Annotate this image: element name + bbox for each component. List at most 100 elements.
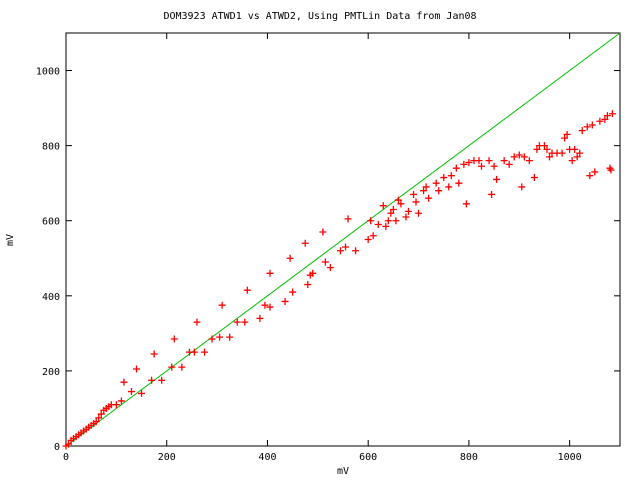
- data-point: [447, 172, 455, 180]
- data-point: [369, 232, 377, 240]
- data-point: [607, 166, 615, 174]
- data-point: [432, 179, 440, 187]
- data-point: [478, 162, 485, 170]
- axis-ticks: 0 200 400 600 800 1000 0 200 400 600 800 1000: [36, 33, 620, 463]
- data-point: [281, 297, 289, 305]
- data-point: [301, 239, 309, 247]
- data-point: [193, 318, 201, 326]
- data-point: [510, 153, 518, 161]
- y-axis-label: mV: [5, 234, 16, 246]
- data-point: [112, 401, 120, 409]
- data-point: [266, 269, 274, 277]
- y-tick-label: 600: [42, 217, 60, 228]
- data-point: [397, 200, 405, 208]
- data-point: [342, 243, 350, 251]
- data-point: [608, 110, 616, 118]
- data-point: [558, 149, 566, 157]
- data-point: [138, 389, 146, 397]
- data-point: [422, 183, 430, 191]
- data-point: [505, 160, 513, 168]
- data-point: [387, 209, 395, 217]
- data-point: [518, 183, 526, 191]
- data-point: [394, 196, 402, 204]
- data-point: [168, 363, 176, 371]
- data-point: [445, 183, 453, 191]
- data-point: [561, 134, 569, 142]
- data-point: [65, 440, 73, 448]
- y-tick-label: 0: [54, 442, 60, 453]
- data-point: [256, 314, 264, 322]
- data-point: [374, 220, 382, 228]
- x-tick-label: 1000: [558, 452, 582, 463]
- data-point: [384, 217, 392, 225]
- y-tick-label: 800: [42, 142, 60, 153]
- data-point: [440, 174, 448, 182]
- data-point: [603, 112, 611, 120]
- data-point: [352, 247, 360, 255]
- data-point: [178, 363, 186, 371]
- data-point: [586, 172, 594, 180]
- data-point: [170, 335, 178, 343]
- data-point: [578, 127, 586, 135]
- data-point: [218, 301, 226, 309]
- data-point: [95, 414, 103, 422]
- data-point: [588, 121, 596, 129]
- data-point: [133, 365, 141, 373]
- data-point: [304, 281, 312, 289]
- data-point: [241, 318, 249, 326]
- data-point: [233, 318, 241, 326]
- data-point: [286, 254, 294, 262]
- data-point: [216, 333, 224, 341]
- data-point: [493, 175, 501, 183]
- data-point: [455, 179, 463, 187]
- y-tick-label: 200: [42, 367, 60, 378]
- x-tick-label: 200: [158, 452, 176, 463]
- chart-title: DOM3923 ATWD1 vs ATWD2, Using PMTLin Dat…: [163, 11, 476, 22]
- x-tick-label: 800: [460, 452, 478, 463]
- data-point: [367, 217, 375, 225]
- data-point: [420, 187, 428, 195]
- data-point: [117, 397, 125, 405]
- data-point: [392, 217, 400, 225]
- data-point: [596, 117, 604, 125]
- data-point: [190, 348, 198, 356]
- data-point: [389, 205, 397, 213]
- data-point: [520, 153, 528, 161]
- data-point: [530, 174, 538, 182]
- data-point: [148, 376, 156, 384]
- data-point: [344, 215, 352, 223]
- y-tick-label: 400: [42, 292, 60, 303]
- data-point: [326, 264, 334, 272]
- x-tick-label: 400: [258, 452, 276, 463]
- data-point: [379, 202, 387, 210]
- data-point: [127, 388, 135, 396]
- plot-border: [65, 32, 621, 447]
- data-point: [309, 269, 317, 277]
- data-point: [336, 247, 344, 255]
- data-point: [402, 213, 410, 221]
- data-point: [490, 162, 498, 170]
- data-point: [208, 335, 216, 343]
- data-point: [500, 157, 508, 165]
- data-point: [289, 288, 297, 296]
- data-point: [266, 303, 274, 311]
- data-point: [583, 123, 591, 131]
- data-point: [452, 164, 460, 172]
- data-point: [571, 145, 579, 153]
- data-points: [62, 110, 616, 450]
- data-point: [540, 142, 548, 150]
- data-point: [465, 159, 473, 167]
- data-point: [591, 168, 599, 176]
- data-point: [576, 149, 584, 157]
- data-point: [525, 157, 533, 165]
- data-point: [97, 410, 105, 418]
- data-point: [92, 418, 100, 426]
- data-point: [261, 301, 269, 309]
- data-point: [425, 194, 433, 202]
- data-point: [563, 130, 571, 138]
- data-point: [545, 153, 553, 161]
- x-tick-label: 600: [359, 452, 377, 463]
- x-axis-label: mV: [337, 466, 349, 477]
- data-point: [243, 286, 251, 294]
- data-point: [462, 200, 470, 208]
